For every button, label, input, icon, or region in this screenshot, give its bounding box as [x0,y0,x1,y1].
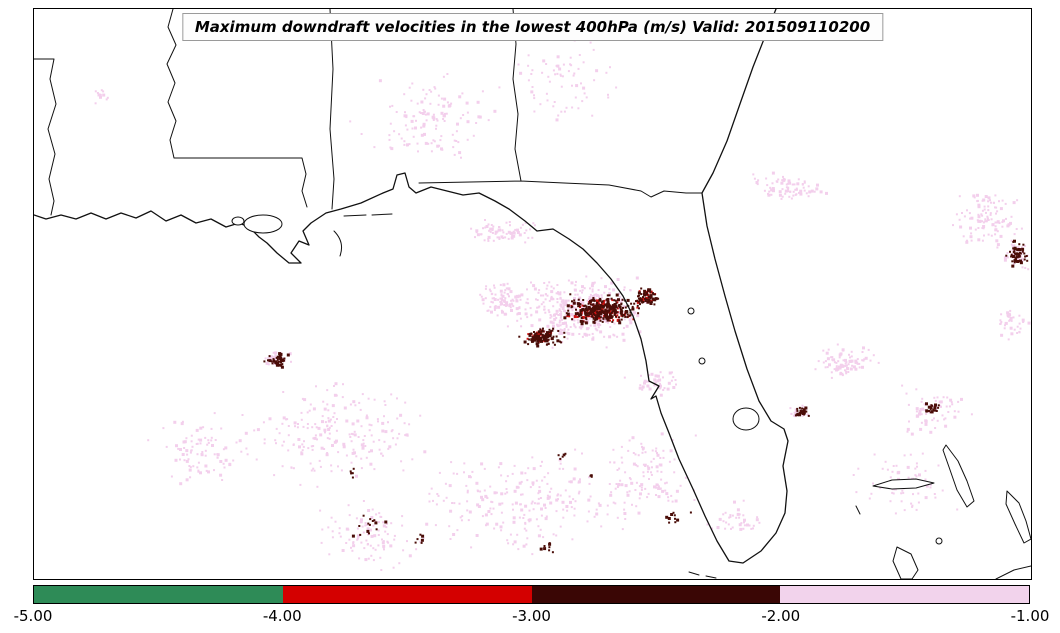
colorbar-tick-label: -3.00 [512,607,551,625]
colorbar-segment-0 [34,586,283,603]
coastline-layer [34,9,1031,579]
chandeleur-islands [333,230,342,257]
ms-al-state-border [329,9,335,210]
small-lake [687,307,695,315]
florida-keys [688,571,717,579]
coastline-map [34,9,1031,579]
colorbar-segment-2 [531,586,781,603]
map-title: Maximum downdraft velocities in the lowe… [181,13,884,41]
lake-okeechobee [732,407,760,431]
colorbar-segment-1 [282,586,532,603]
colorbar-tick-label: -5.00 [13,607,53,625]
colorbar-segment-3 [780,586,1029,603]
la-ms-state-border [166,9,308,208]
tx-la-state-border [34,58,57,216]
grand-bahama-island [872,478,935,490]
downdraft-speckle-layer [94,37,1031,571]
colorbar-tick-label: -4.00 [262,607,302,625]
bimini-island [855,505,861,515]
colorbar-tick-label: -1.00 [1010,607,1050,625]
abaco-island [942,444,975,508]
lake-maurepas [231,216,245,226]
colorbar-tick-label: -2.00 [761,607,801,625]
andros-island [892,546,919,579]
new-providence-island [935,537,943,545]
ms-barrier-islands [343,213,393,217]
colorbar [33,585,1030,604]
small-lake [698,357,706,365]
colorbar-ticks: -5.00 -4.00 -3.00 -2.00 -1.00 [14,607,1050,629]
map-plot-area: Maximum downdraft velocities in the lowe… [33,8,1032,580]
cuba-coastline [995,565,1031,579]
lake-pontchartrain [243,214,283,234]
eleuthera-island [1005,490,1031,544]
gulf-atlantic-coastline [34,9,789,564]
